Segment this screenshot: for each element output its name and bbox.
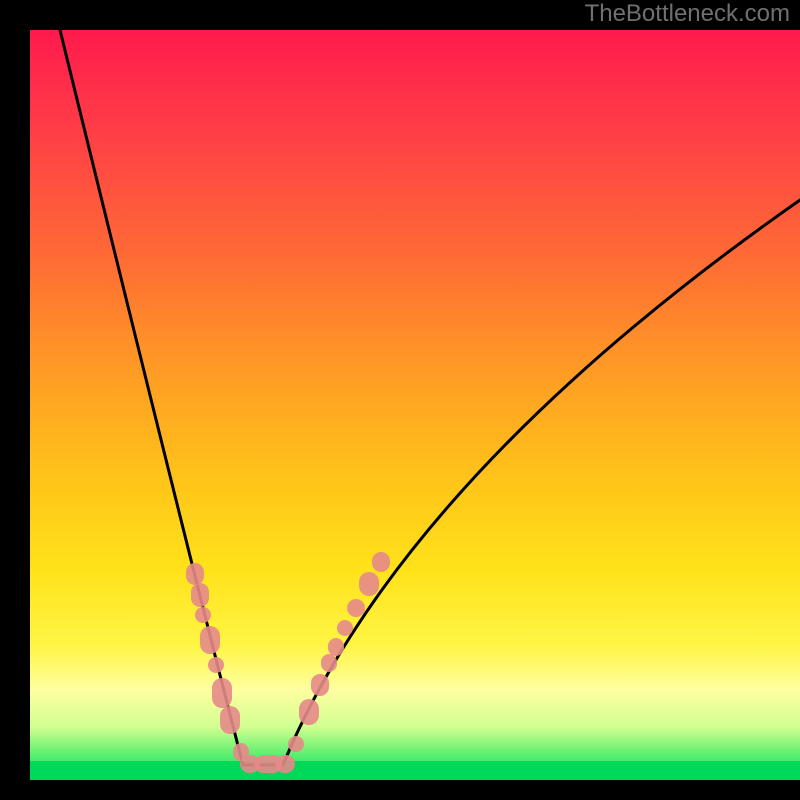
curve-marker xyxy=(337,620,353,636)
watermark-text: TheBottleneck.com xyxy=(585,0,790,28)
curve-marker xyxy=(359,572,379,596)
curve-marker xyxy=(212,678,232,708)
curve-marker xyxy=(240,755,260,773)
curve-marker xyxy=(321,654,337,672)
curve-marker xyxy=(208,657,224,673)
curve-marker xyxy=(311,674,329,696)
curve-marker xyxy=(200,626,220,654)
curve-marker xyxy=(347,599,365,617)
curve-marker xyxy=(233,743,249,761)
curve-marker xyxy=(195,607,211,623)
curve-marker xyxy=(288,736,304,752)
curve-marker xyxy=(186,563,204,585)
curve-marker xyxy=(328,638,344,656)
curve-marker xyxy=(191,583,209,607)
curve-marker xyxy=(254,755,282,773)
curve-marker xyxy=(299,699,319,725)
marker-layer xyxy=(0,0,800,800)
curve-marker xyxy=(275,755,295,773)
curve-marker xyxy=(372,552,390,572)
curve-marker xyxy=(220,706,240,734)
